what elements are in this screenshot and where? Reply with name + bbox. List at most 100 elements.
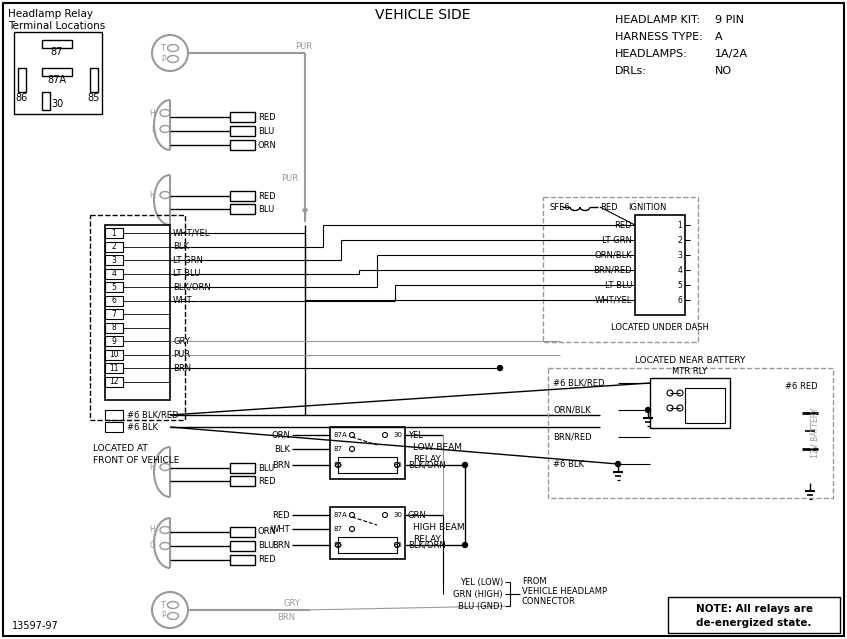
Text: 12: 12	[109, 377, 119, 386]
Text: ORN: ORN	[258, 141, 277, 150]
Bar	[90, 215, 185, 420]
Circle shape	[383, 433, 387, 438]
Text: CONNECTOR: CONNECTOR	[522, 597, 576, 606]
Circle shape	[383, 512, 387, 518]
Text: LOCATED NEAR BATTERY: LOCATED NEAR BATTERY	[635, 355, 745, 364]
Text: NO: NO	[715, 66, 732, 76]
Bar	[42, 40, 72, 48]
Text: LOCATED UNDER DASH: LOCATED UNDER DASH	[611, 323, 709, 332]
Bar	[105, 323, 123, 332]
Text: 13597-97: 13597-97	[12, 621, 58, 631]
Text: de-energized state.: de-energized state.	[696, 618, 811, 628]
Ellipse shape	[168, 56, 179, 63]
Text: ORN: ORN	[258, 528, 277, 537]
Text: WHT/YEL: WHT/YEL	[595, 295, 632, 305]
Text: BLK: BLK	[274, 445, 290, 454]
Text: GRY: GRY	[173, 337, 190, 346]
Circle shape	[677, 405, 683, 411]
Text: 8: 8	[112, 323, 116, 332]
Circle shape	[497, 366, 502, 371]
Text: Headlamp Relay: Headlamp Relay	[8, 9, 93, 19]
Bar	[230, 463, 255, 473]
Circle shape	[335, 463, 340, 468]
Text: 9: 9	[112, 337, 116, 346]
Text: 87: 87	[333, 446, 342, 452]
Ellipse shape	[160, 192, 170, 199]
Text: 30: 30	[393, 432, 402, 438]
Text: 85: 85	[393, 542, 402, 548]
Text: H: H	[149, 109, 155, 118]
Circle shape	[667, 390, 673, 396]
Text: H: H	[149, 525, 155, 534]
Text: 87: 87	[51, 47, 64, 57]
Text: BRN/RED: BRN/RED	[594, 265, 632, 275]
Text: GRN (HIGH): GRN (HIGH)	[453, 590, 503, 599]
Bar	[330, 427, 405, 479]
Bar	[105, 336, 123, 346]
Text: LOCATED AT: LOCATED AT	[93, 443, 147, 452]
Text: 85: 85	[88, 93, 100, 103]
Circle shape	[677, 390, 683, 396]
Text: #6 BLK/RED: #6 BLK/RED	[127, 410, 179, 419]
Text: RED: RED	[258, 477, 275, 486]
Bar	[230, 204, 255, 214]
Text: VEHICLE SIDE: VEHICLE SIDE	[375, 8, 471, 22]
Text: YEL: YEL	[408, 431, 423, 440]
Text: A: A	[715, 32, 722, 42]
Text: IGNITION: IGNITION	[628, 203, 667, 212]
Text: BLK/ORN: BLK/ORN	[173, 282, 211, 291]
Text: ORN/BLK: ORN/BLK	[595, 250, 632, 259]
Text: 86: 86	[333, 542, 342, 548]
Bar	[105, 309, 123, 319]
Circle shape	[462, 463, 468, 468]
Text: 5: 5	[677, 281, 682, 289]
Bar	[338, 457, 397, 473]
Bar	[105, 228, 123, 238]
Bar	[105, 410, 123, 420]
Text: GRN: GRN	[408, 511, 427, 520]
Text: NOTE: All relays are: NOTE: All relays are	[695, 604, 812, 614]
Text: 4: 4	[677, 265, 682, 275]
Text: BRN: BRN	[272, 541, 290, 550]
Text: RED: RED	[273, 511, 290, 520]
Bar	[105, 350, 123, 360]
Ellipse shape	[168, 601, 179, 608]
Text: H: H	[149, 190, 155, 199]
Bar	[105, 268, 123, 279]
Ellipse shape	[168, 613, 179, 619]
Text: 30: 30	[51, 99, 64, 109]
Text: ORN: ORN	[271, 431, 290, 440]
Ellipse shape	[160, 109, 170, 116]
Text: BLU: BLU	[258, 204, 274, 213]
Text: LOW BEAM: LOW BEAM	[413, 442, 462, 452]
Text: 1: 1	[112, 229, 116, 238]
Text: LT BLU: LT BLU	[173, 269, 201, 278]
Text: RELAY: RELAY	[413, 534, 441, 544]
Text: BLK/ORN: BLK/ORN	[408, 541, 446, 550]
Text: RED: RED	[258, 192, 275, 201]
Bar	[18, 68, 26, 92]
Circle shape	[350, 512, 355, 518]
Text: MTR RLY: MTR RLY	[673, 367, 707, 376]
Text: BLK/ORN: BLK/ORN	[408, 461, 446, 470]
Text: WHT: WHT	[173, 296, 192, 305]
Bar	[90, 68, 98, 92]
Text: GRY: GRY	[283, 599, 300, 608]
Text: HEADLAMPS:: HEADLAMPS:	[615, 49, 688, 59]
Text: PUR: PUR	[173, 350, 190, 359]
Circle shape	[667, 405, 673, 411]
Text: H: H	[149, 463, 155, 472]
Text: P: P	[161, 612, 166, 620]
Text: L: L	[151, 125, 155, 134]
Bar	[230, 527, 255, 537]
Circle shape	[616, 461, 621, 466]
Circle shape	[395, 463, 400, 468]
Ellipse shape	[160, 125, 170, 132]
Bar	[105, 376, 123, 387]
Text: #6 BLK: #6 BLK	[553, 459, 584, 468]
Bar	[230, 555, 255, 565]
Text: Terminal Locations: Terminal Locations	[8, 21, 105, 31]
Bar	[105, 242, 123, 252]
Text: 86: 86	[333, 462, 342, 468]
Bar	[105, 225, 170, 400]
